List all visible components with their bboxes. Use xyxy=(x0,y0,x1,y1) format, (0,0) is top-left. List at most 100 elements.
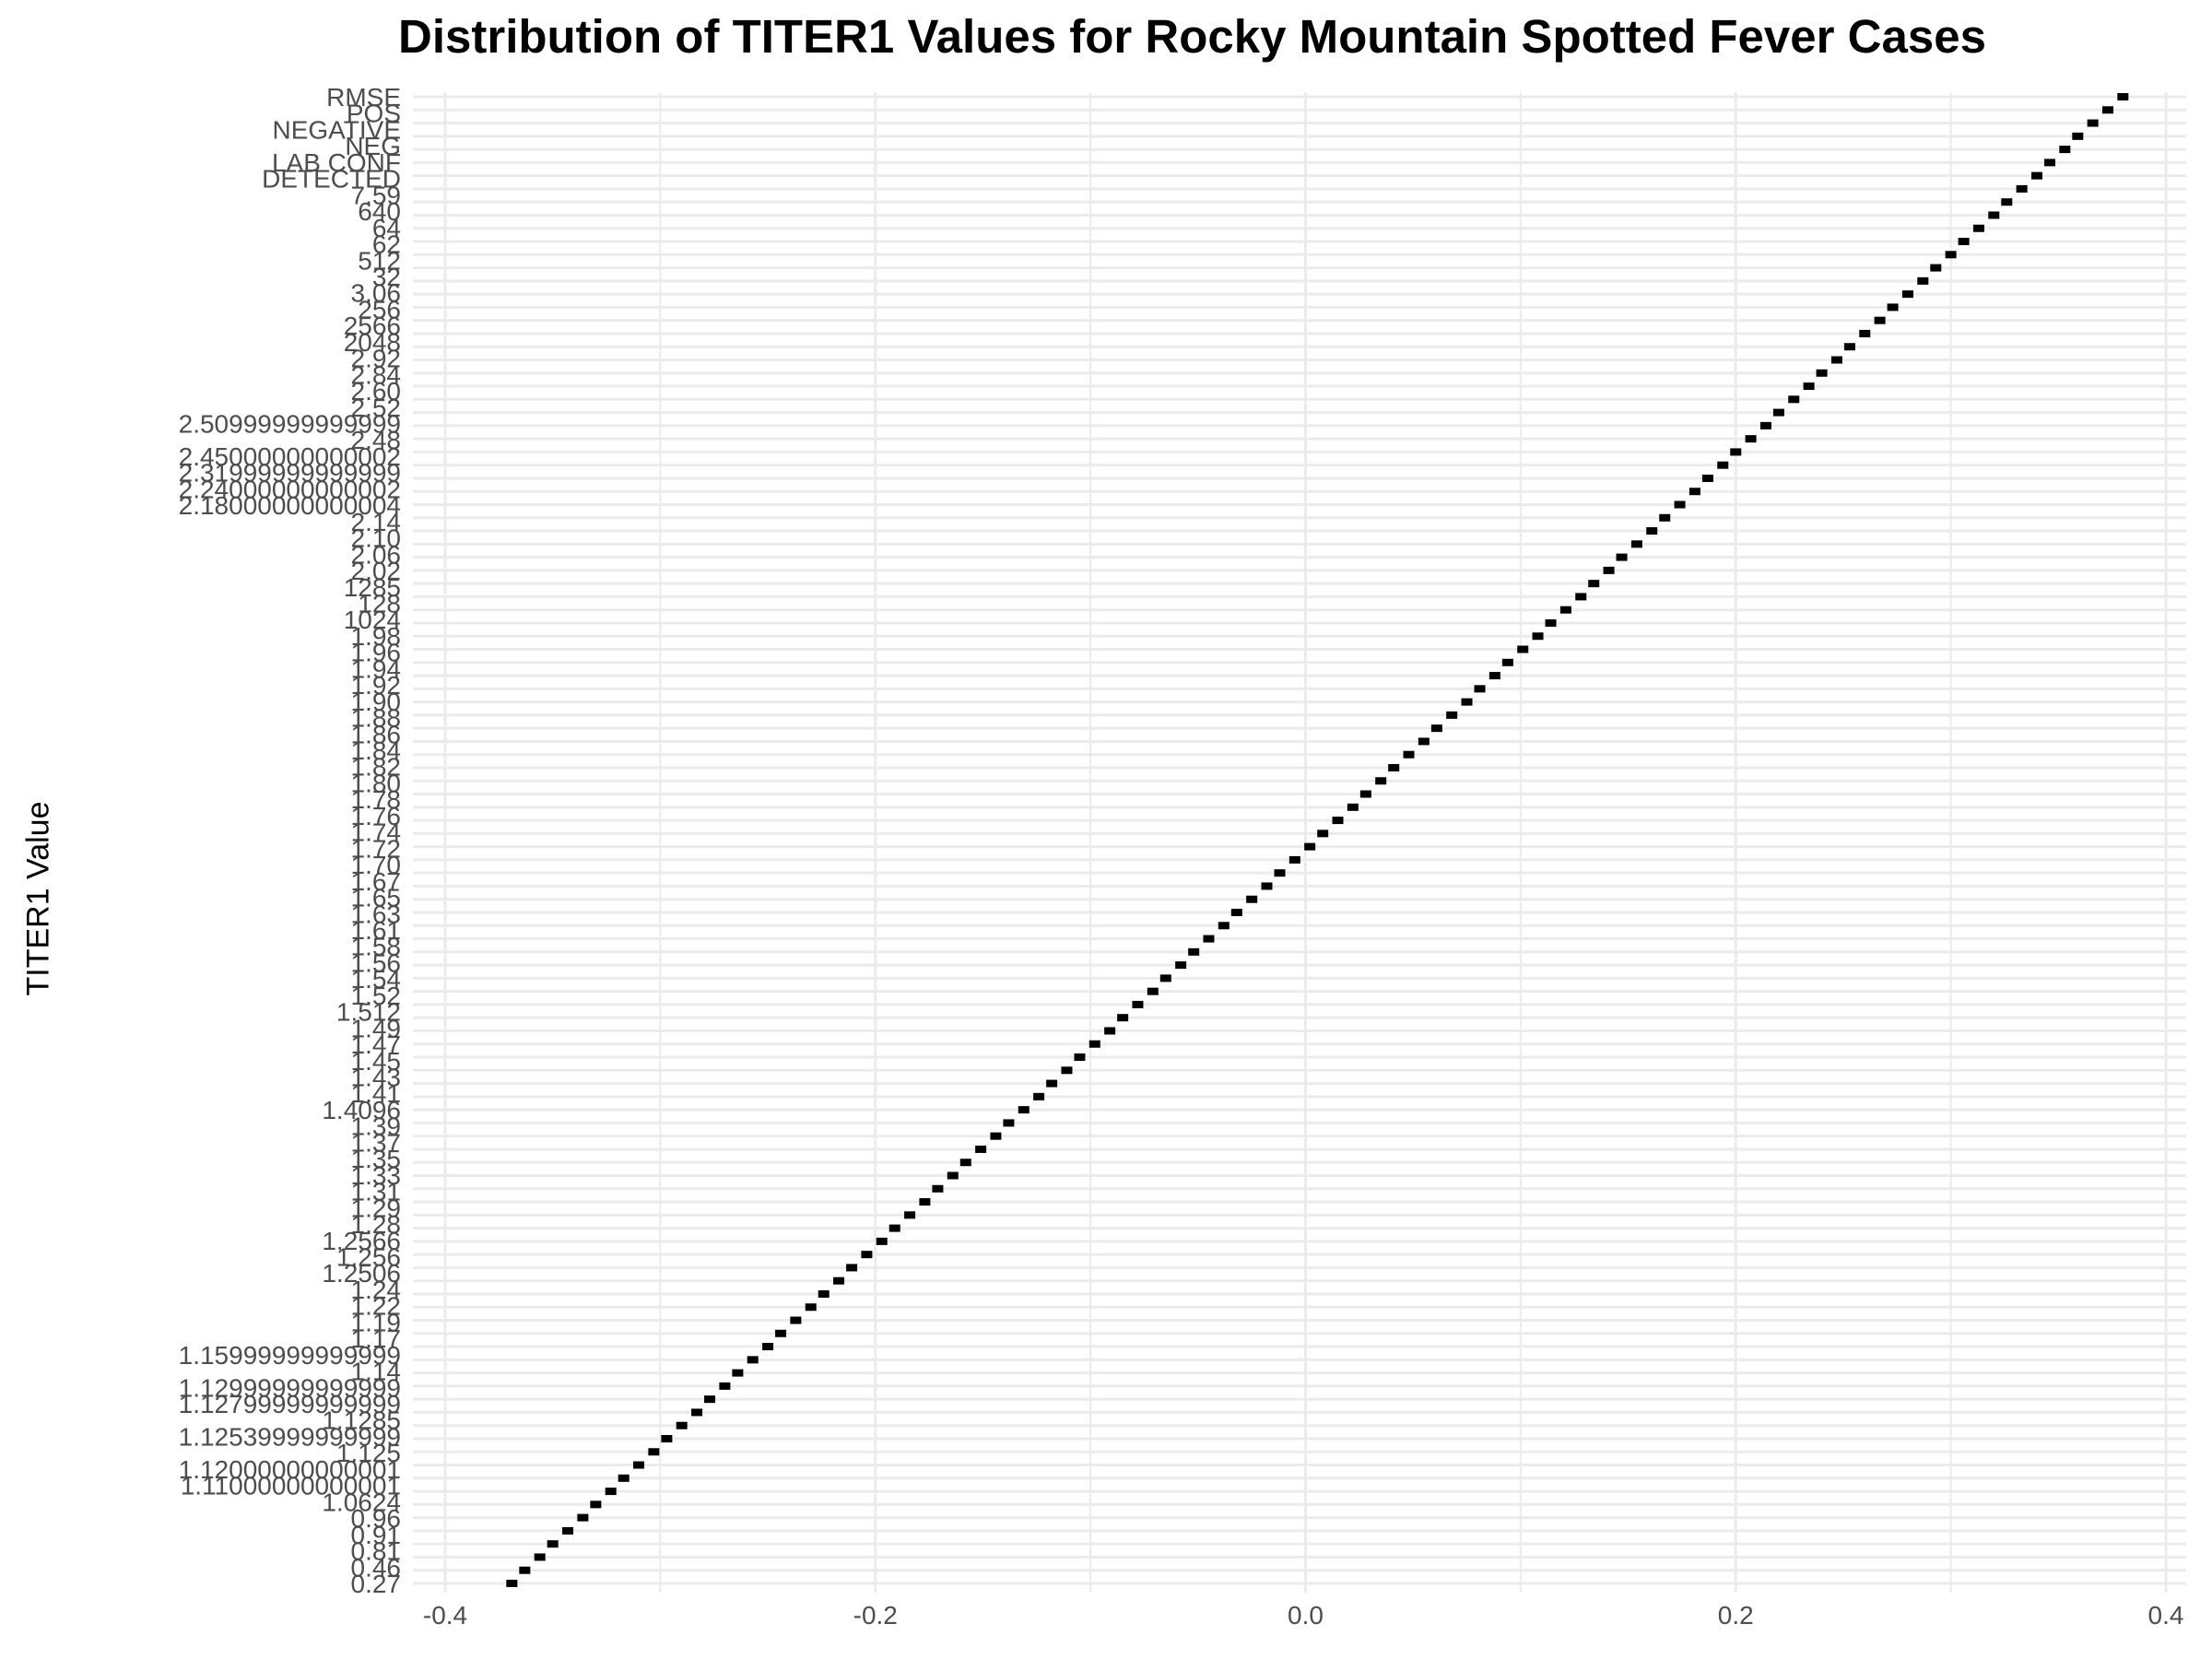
y-tick-label: 1.78 xyxy=(351,785,402,814)
y-tick-label: 2.60 xyxy=(351,377,402,406)
y-tick-label: 1.84 xyxy=(351,736,402,765)
x-tick-label: -0.2 xyxy=(853,1601,898,1630)
y-tick-label: 1.125 xyxy=(336,1439,401,1467)
data-point xyxy=(2072,132,2084,140)
y-tick-label: 1.98 xyxy=(351,622,402,651)
y-tick-label: 1.94 xyxy=(351,654,402,683)
data-point xyxy=(719,1382,731,1390)
data-point xyxy=(1730,448,1742,456)
data-point xyxy=(1532,632,1544,641)
data-point xyxy=(1745,435,1757,443)
data-point xyxy=(2030,171,2042,180)
data-point xyxy=(2001,198,2013,206)
data-point xyxy=(1003,1119,1015,1127)
data-point xyxy=(1930,264,1942,272)
data-point xyxy=(618,1474,629,1482)
data-point xyxy=(1188,947,1200,956)
y-tick-label: 1.12999999999999 xyxy=(179,1373,401,1402)
y-tick-label: 1.37 xyxy=(351,1128,402,1157)
data-point xyxy=(1359,790,1371,798)
data-point xyxy=(1088,1040,1100,1048)
y-tick-label: 1.67 xyxy=(351,867,402,896)
data-point xyxy=(1772,408,1784,417)
y-tick-label: 2.24000000000002 xyxy=(179,475,401,503)
y-tick-label: 1.33 xyxy=(351,1161,402,1190)
data-point xyxy=(932,1184,944,1193)
y-tick-label: 2.92 xyxy=(351,345,402,373)
y-tick-label: 1.512 xyxy=(336,998,401,1027)
y-tick-label: 2.52 xyxy=(351,394,402,422)
y-tick-label: 2.14 xyxy=(351,508,402,536)
data-point xyxy=(590,1500,602,1509)
x-tick-label: 0.0 xyxy=(1288,1601,1324,1630)
data-points xyxy=(506,93,2129,1587)
y-tick-label: 1.80 xyxy=(351,769,402,797)
data-point xyxy=(1958,238,1970,246)
y-tick-label: 1.58 xyxy=(351,933,402,961)
y-tick-label: 128 xyxy=(358,589,401,618)
data-point xyxy=(2043,159,2055,167)
y-tick-label: 1.52 xyxy=(351,982,402,1010)
y-tick-label: 1.49 xyxy=(351,1014,402,1042)
data-point xyxy=(805,1303,817,1312)
data-point xyxy=(1788,395,1800,404)
data-point xyxy=(661,1434,673,1442)
data-point xyxy=(1461,698,1473,706)
data-point xyxy=(1859,329,1871,337)
y-tick-label: 3.06 xyxy=(351,279,402,308)
y-tick-label: 1024 xyxy=(344,606,401,634)
y-tick-label: 1.61 xyxy=(351,916,402,945)
y-tick-label: NEG xyxy=(345,132,401,160)
y-tick-label: 640 xyxy=(358,197,401,226)
data-point xyxy=(547,1540,559,1548)
data-point xyxy=(633,1461,645,1469)
y-tick-label: 2.48 xyxy=(351,426,402,454)
data-point xyxy=(1175,961,1187,970)
y-tick-label: 2.10 xyxy=(351,524,402,553)
y-tick-label: 1.56 xyxy=(351,948,402,977)
data-point xyxy=(562,1526,574,1535)
grid-lines xyxy=(413,92,2186,1593)
data-point xyxy=(2016,184,2028,193)
data-point xyxy=(506,1580,518,1587)
data-point xyxy=(818,1289,830,1298)
data-point xyxy=(1317,830,1329,838)
y-tick-label: 2.45000000000002 xyxy=(179,442,401,471)
y-tick-label: 0.91 xyxy=(351,1521,402,1549)
y-tick-label: 1.41 xyxy=(351,1079,402,1108)
y-tick-label: 1.45 xyxy=(351,1047,402,1076)
data-point xyxy=(1159,974,1171,982)
data-point xyxy=(1646,527,1658,535)
data-point xyxy=(1288,855,1300,864)
y-tick-label: 1.47 xyxy=(351,1030,402,1059)
y-tick-label: 7.59 xyxy=(351,181,402,209)
data-point xyxy=(1887,303,1899,312)
data-point xyxy=(2117,93,2129,100)
y-tick-label: 1.0624 xyxy=(322,1488,401,1516)
y-tick-label: 1.63 xyxy=(351,900,402,928)
y-tick-label: 1.90 xyxy=(351,688,402,716)
y-tick-label: 1.88 xyxy=(351,704,402,733)
data-point xyxy=(1759,421,1771,429)
y-tick-label: DETECTED xyxy=(262,165,401,194)
data-point xyxy=(833,1277,845,1285)
y-tick-label: 64 xyxy=(372,214,401,242)
data-point xyxy=(1575,593,1587,601)
data-point xyxy=(2059,146,2071,154)
data-point xyxy=(861,1251,873,1259)
y-tick-label: 2.84 xyxy=(351,360,402,389)
x-tick-labels: -0.4 -0.2 0.0 0.2 0.4 xyxy=(423,1601,2184,1630)
y-tick-label: 1.76 xyxy=(351,802,402,830)
y-tick-label: 1.11000000000001 xyxy=(181,1472,401,1500)
y-tick-label: 2.18000000000004 xyxy=(179,491,401,520)
data-point xyxy=(648,1448,660,1456)
y-tick-label: 1.22 xyxy=(351,1292,402,1321)
data-point xyxy=(1501,658,1513,666)
y-tick-label: 32 xyxy=(372,263,401,291)
data-point xyxy=(1972,224,1984,232)
data-point xyxy=(947,1171,959,1180)
y-tick-label: 1.12799999999999 xyxy=(179,1390,401,1418)
data-point xyxy=(876,1237,888,1245)
y-tick-label: 1.12000000000001 xyxy=(179,1455,401,1484)
y-tick-label: RMSE xyxy=(326,83,401,112)
